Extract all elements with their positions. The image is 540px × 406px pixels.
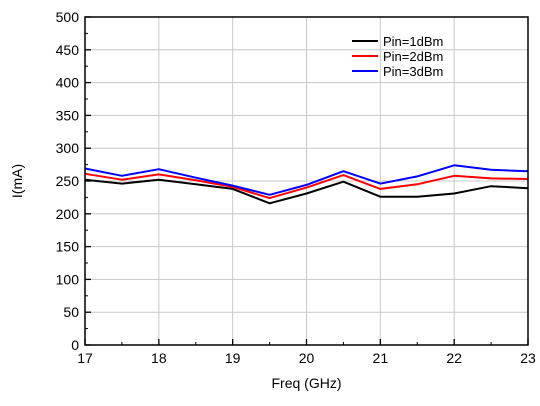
- legend-label: Pin=3dBm: [383, 64, 443, 79]
- x-tick-label: 19: [225, 350, 241, 366]
- y-tick-label: 450: [56, 42, 80, 58]
- legend-label: Pin=1dBm: [383, 34, 443, 49]
- y-tick-label: 300: [56, 140, 80, 156]
- x-tick-label: 21: [373, 350, 389, 366]
- legend-label: Pin=2dBm: [383, 49, 443, 64]
- legend: Pin=1dBm Pin=2dBm Pin=3dBm: [352, 34, 443, 79]
- tick-labels: 0 50 100 150 200 250 300 350 400 450 500 17 18 19 20 21…: [56, 9, 536, 366]
- axis-ticks: [84, 16, 529, 346]
- y-tick-label: 400: [56, 75, 80, 91]
- y-tick-label: 200: [56, 206, 80, 222]
- y-tick-label: 100: [56, 271, 80, 287]
- y-tick-label: 350: [56, 107, 80, 123]
- x-tick-label: 20: [299, 350, 315, 366]
- x-tick-label: 23: [520, 350, 536, 366]
- x-tick-label: 18: [151, 350, 167, 366]
- y-tick-label: 500: [56, 9, 80, 25]
- series-line-3: [84, 164, 529, 196]
- y-tick-label: 0: [71, 337, 79, 353]
- grid-lines: [85, 17, 528, 345]
- x-tick-label: 17: [77, 350, 93, 366]
- y-tick-label: 50: [63, 304, 79, 320]
- series-lines: [84, 164, 529, 205]
- y-tick-label: 150: [56, 239, 80, 255]
- y-axis-title: I(mA): [9, 164, 25, 198]
- y-tick-label: 250: [56, 173, 80, 189]
- x-axis-title: Freq (GHz): [272, 375, 342, 391]
- legend-item: Pin=1dBm: [352, 34, 443, 49]
- x-tick-label: 22: [446, 350, 462, 366]
- series-line-2: [84, 172, 529, 200]
- legend-item: Pin=3dBm: [352, 64, 443, 79]
- series-line-1: [84, 178, 529, 205]
- legend-item: Pin=2dBm: [352, 49, 443, 64]
